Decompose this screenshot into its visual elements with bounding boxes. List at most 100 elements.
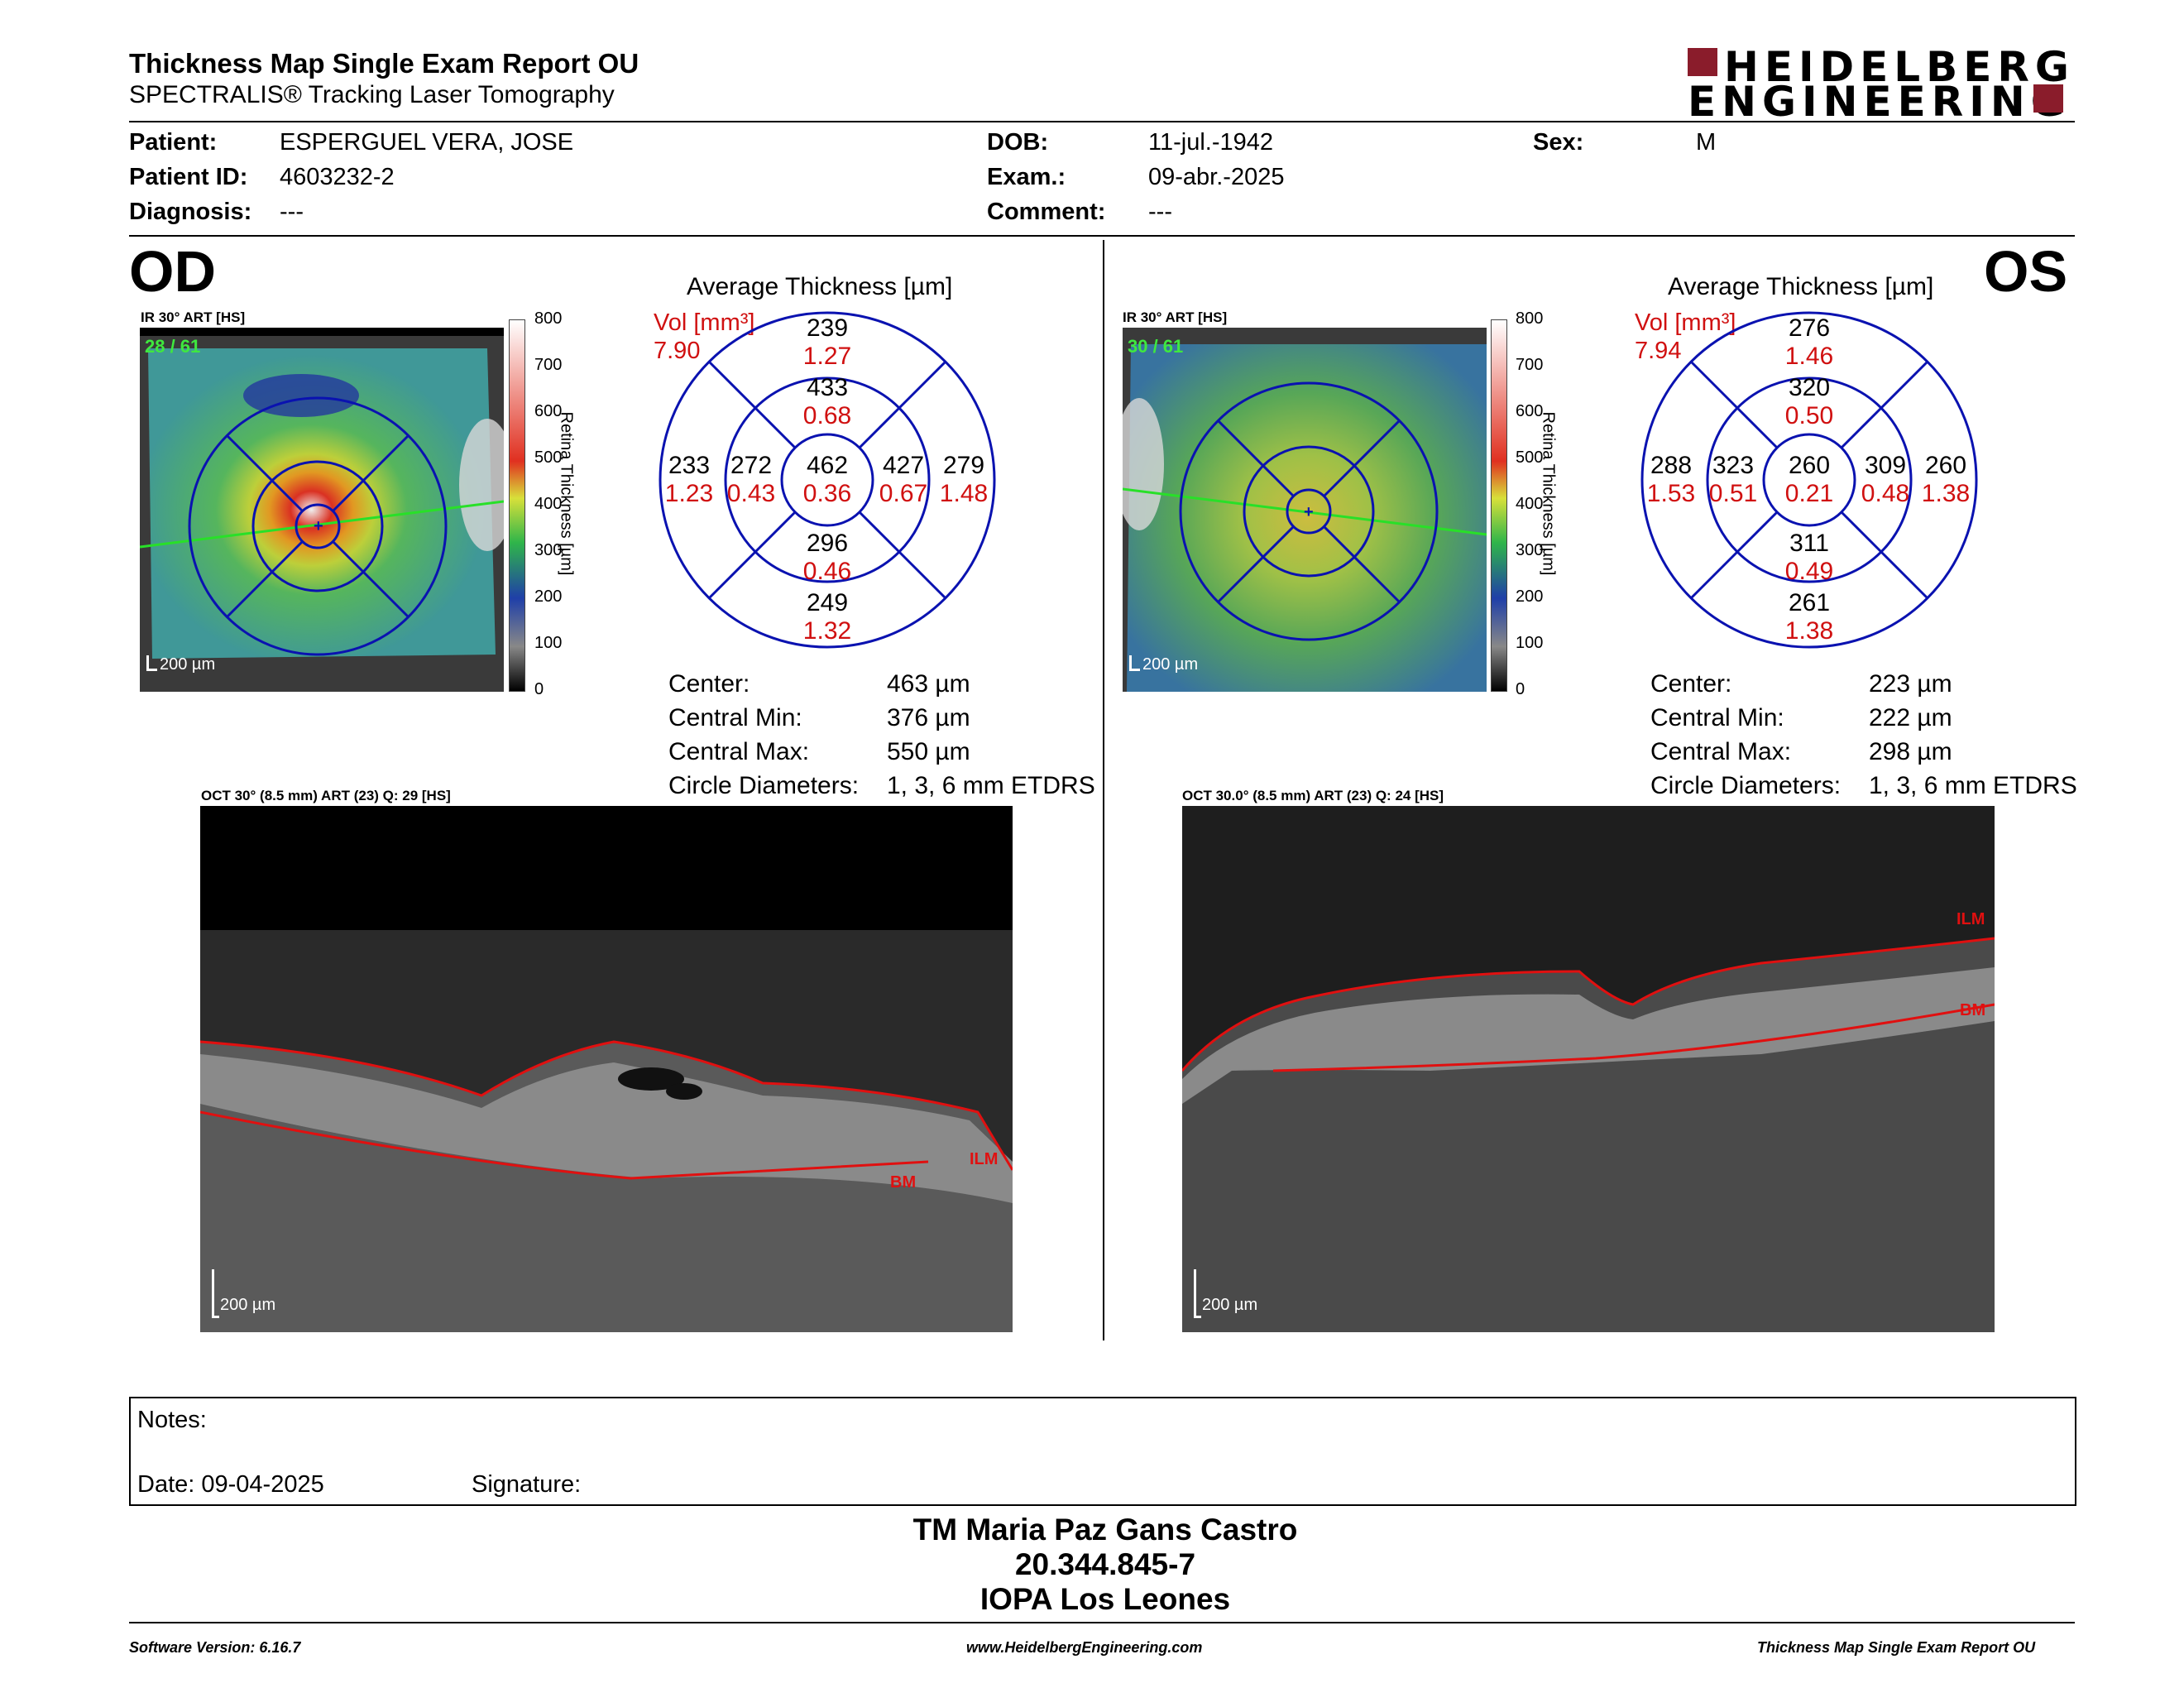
od-inner-left-vol: 0.43: [726, 480, 776, 507]
od-oct-scalebar: [212, 1269, 219, 1318]
patient-label: Patient:: [129, 129, 218, 156]
os-oct-scan: ILM BM 200 µm: [1182, 806, 1995, 1332]
od-eye-label: OD: [129, 239, 216, 304]
od-outer-right-vol: 1.48: [939, 480, 989, 507]
svg-text:+: +: [1304, 503, 1314, 521]
od-outer-inf-vol: 1.32: [802, 617, 852, 645]
od-fundus-svg: +: [140, 328, 504, 692]
od-outer-left-thick: 233: [668, 452, 711, 479]
od-cbar-tick: 200: [534, 587, 563, 606]
os-diam-label: Circle Diameters:: [1650, 772, 1842, 799]
os-etdrs-grid: [1640, 311, 1978, 649]
sex-value: M: [1696, 129, 1717, 156]
od-oct-scale: 200 µm: [220, 1296, 276, 1314]
patient-id-label: Patient ID:: [129, 164, 248, 190]
os-outer-left-thick: 288: [1650, 452, 1693, 479]
os-outer-sup-thick: 276: [1788, 314, 1831, 342]
comment-label: Comment:: [987, 199, 1106, 225]
os-min-value: 222 µm: [1869, 704, 1952, 731]
footer-report: Thickness Map Single Exam Report OU: [1757, 1639, 2036, 1656]
od-cbar-title: Retina Thickness [µm]: [557, 411, 576, 576]
os-diam-value: 1, 3, 6 mm ETDRS: [1869, 772, 2077, 799]
dob-label: DOB:: [987, 129, 1049, 156]
od-avg-title: Average Thickness [µm]: [687, 273, 953, 300]
footer-divider: [129, 1622, 2075, 1623]
os-outer-sup-vol: 1.46: [1784, 343, 1834, 370]
od-diam-label: Circle Diameters:: [668, 772, 860, 799]
od-etdrs-grid: [659, 311, 996, 649]
os-center-label: Center:: [1650, 670, 1732, 698]
report-title: Thickness Map Single Exam Report OU: [129, 48, 639, 79]
os-inner-left-vol: 0.51: [1708, 480, 1758, 507]
os-inner-sup-vol: 0.50: [1784, 402, 1834, 429]
od-cbar-tick: 600: [534, 402, 563, 420]
signatory-rut: 20.344.845-7: [1014, 1547, 1196, 1581]
od-cbar-tick: 700: [534, 356, 563, 374]
diagnosis-label: Diagnosis:: [129, 199, 252, 225]
exam-label: Exam.:: [987, 164, 1066, 190]
os-outer-right-vol: 1.38: [1921, 480, 1971, 507]
od-oct-label: OCT 30° (8.5 mm) ART (23) Q: 29 [HS]: [201, 788, 451, 803]
os-oct-scale: 200 µm: [1202, 1296, 1258, 1314]
od-center-vol: 0.36: [802, 480, 852, 507]
info-divider: [129, 235, 2075, 237]
os-cbar-tick: 300: [1516, 541, 1544, 559]
date-label: Date: 09-04-2025: [137, 1471, 324, 1498]
od-min-label: Central Min:: [668, 704, 802, 731]
footer-website[interactable]: www.HeidelbergEngineering.com: [966, 1639, 1203, 1656]
logo-square-bottom: [2033, 84, 2063, 113]
od-cbar-tick: 300: [534, 541, 563, 559]
od-cbar-tick: 0: [534, 680, 544, 698]
od-ilm-label: ILM: [970, 1150, 999, 1168]
os-center-value: 223 µm: [1869, 670, 1952, 698]
od-fundus-scale: 200 µm: [160, 655, 216, 674]
od-outer-sup-vol: 1.27: [802, 343, 852, 370]
diagnosis-value: ---: [280, 199, 304, 225]
od-max-value: 550 µm: [887, 738, 970, 765]
os-cbar-tick: 400: [1516, 495, 1544, 513]
od-outer-left-vol: 1.23: [664, 480, 714, 507]
os-cbar-title: Retina Thickness [µm]: [1539, 411, 1558, 576]
logo-square-top: [1688, 48, 1717, 76]
header-divider: [129, 121, 2075, 122]
od-inner-sup-thick: 433: [806, 374, 849, 401]
signature-label: Signature:: [472, 1471, 582, 1498]
eye-divider: [1103, 240, 1104, 1340]
os-center-thick: 260: [1788, 452, 1831, 479]
od-center-thick: 462: [806, 452, 849, 479]
od-colorbar: [509, 319, 525, 692]
os-inner-inf-vol: 0.49: [1784, 558, 1834, 585]
od-oct-scan: ILM BM 200 µm: [200, 806, 1013, 1332]
os-cbar-tick: 200: [1516, 587, 1544, 606]
od-center-value: 463 µm: [887, 670, 970, 698]
report-subtitle: SPECTRALIS® Tracking Laser Tomography: [129, 81, 615, 108]
patient-value: ESPERGUEL VERA, JOSE: [280, 129, 574, 156]
os-oct-svg: [1182, 806, 1995, 1332]
os-vol-value: 7.94: [1635, 338, 1682, 364]
os-outer-left-vol: 1.53: [1646, 480, 1696, 507]
svg-text:+: +: [314, 517, 323, 535]
od-inner-left-thick: 272: [730, 452, 773, 479]
os-ir-quality: 30 / 61: [1128, 336, 1184, 357]
os-outer-right-thick: 260: [1924, 452, 1967, 479]
od-fundus-scalebar: [146, 655, 157, 671]
od-fundus-image: + 28 / 61 200 µm: [140, 328, 504, 692]
od-max-label: Central Max:: [668, 738, 810, 765]
os-oct-scalebar: [1194, 1269, 1201, 1318]
os-cbar-tick: 600: [1516, 402, 1544, 420]
os-cbar-tick: 100: [1516, 634, 1544, 652]
od-outer-sup-thick: 239: [806, 314, 849, 342]
os-fundus-image: + 30 / 61 200 µm: [1123, 328, 1487, 692]
signatory-institution: IOPA Los Leones: [979, 1582, 1231, 1616]
od-cbar-tick: 400: [534, 495, 563, 513]
signatory-name: TM Maria Paz Gans Castro: [912, 1513, 1298, 1547]
os-max-label: Central Max:: [1650, 738, 1792, 765]
os-fundus-scalebar: [1129, 655, 1140, 671]
od-outer-right-thick: 279: [942, 452, 985, 479]
comment-value: ---: [1148, 199, 1172, 225]
os-bm-label: BM: [1960, 1001, 1986, 1019]
os-inner-right-vol: 0.48: [1861, 480, 1910, 507]
os-avg-title: Average Thickness [µm]: [1668, 273, 1934, 300]
os-fundus-svg: +: [1123, 328, 1487, 692]
os-inner-sup-thick: 320: [1788, 374, 1831, 401]
